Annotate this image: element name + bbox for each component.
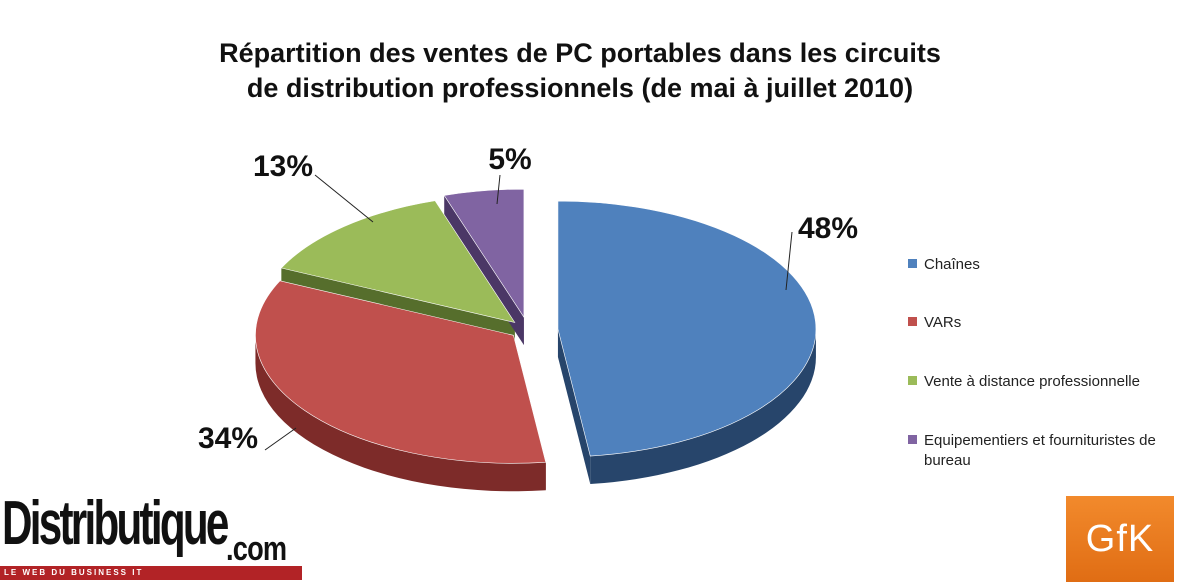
pie-slice-vente-distance xyxy=(280,200,516,323)
distributique-logo-suffix: .com xyxy=(226,530,287,568)
distributique-logo-tagline: LE WEB DU BUSINESS IT xyxy=(0,566,302,580)
pie-slice-equipementiers xyxy=(443,188,525,319)
pie-tops xyxy=(255,188,817,464)
chart-title-line-1: Répartition des ventes de PC portables d… xyxy=(219,38,941,68)
pie-leaders xyxy=(264,174,793,451)
legend-item-vars: VARs xyxy=(908,313,1174,333)
distributique-logo-text: Distributique xyxy=(2,489,229,558)
data-label-vars: 34% xyxy=(198,422,258,455)
pie-slice-side-chaines xyxy=(557,329,816,485)
legend-item-vente-distance: Vente à distance professionnelle xyxy=(908,372,1174,392)
pie-labels: 48% 34% 13% 5% xyxy=(198,143,858,455)
chart-title: Répartition des ventes de PC portables d… xyxy=(130,36,1030,106)
legend-label-vente-distance: Vente à distance professionnelle xyxy=(924,373,1140,390)
data-label-equipementiers: 5% xyxy=(488,143,531,176)
gfk-logo: GfK xyxy=(1066,496,1174,582)
legend-swatch-equipementiers xyxy=(908,435,917,444)
leader-line-vars xyxy=(264,427,297,451)
chart-title-line-2: de distribution professionnels (de mai à… xyxy=(246,73,914,103)
pie-slice-vars xyxy=(255,280,547,464)
leader-line-vente-distance xyxy=(314,174,374,223)
legend-label-chaines: Chaînes xyxy=(924,256,980,273)
data-label-vente-distance: 13% xyxy=(253,150,313,183)
gfk-logo-text: GfK xyxy=(1085,517,1155,560)
data-label-chaines: 48% xyxy=(798,212,858,245)
legend-item-chaines: Chaînes xyxy=(908,255,1174,275)
distributique-logo: Distributique .com LE WEB DU BUSINESS IT xyxy=(0,488,305,582)
legend-label-vars: VARs xyxy=(924,314,962,331)
pie-slice-chaines xyxy=(557,200,817,457)
legend-label-equipementiers: Equipementiers et fournituristes de bure… xyxy=(924,432,1156,469)
legend-swatch-vente-distance xyxy=(908,376,917,385)
legend-item-equipementiers: Equipementiers et fournituristes de bure… xyxy=(908,431,1174,471)
leader-line-chaines xyxy=(785,231,793,291)
legend-swatch-chaines xyxy=(908,259,917,268)
legend-swatch-vars xyxy=(908,317,917,326)
leader-line-equipementiers xyxy=(496,174,501,205)
